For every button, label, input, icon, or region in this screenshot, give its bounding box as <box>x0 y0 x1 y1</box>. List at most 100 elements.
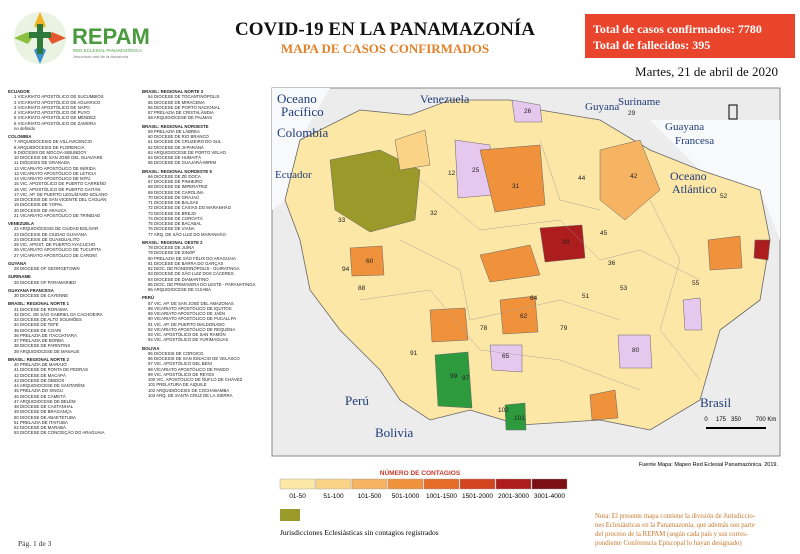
list-item: 52 DIOCESE DE MARABÁ <box>14 425 66 430</box>
list-item: 17 VIC. AP. DE PUERTO LEGUÍZAMO-SOLANO <box>14 191 108 197</box>
region <box>753 239 771 261</box>
list-item: 77 ARQ. DE SÃO LUIZ DO MARANHÃO <box>148 231 226 237</box>
legend-label: 1501-2000 <box>462 493 493 500</box>
list-item: 59 PRELAZIA DE LÁBREA <box>148 128 200 134</box>
diocese-number: 42 <box>630 173 638 180</box>
region <box>504 402 527 431</box>
list-item: 18 DIÓCESIS DE SAN VICENTE DEL CAGUÁN <box>14 197 107 202</box>
list-item: 33 DIOCESE DE ALTO SOLIMÕES <box>14 317 82 322</box>
ocean <box>650 120 780 240</box>
total-cases: Total de casos confirmados: 7780 <box>593 22 762 36</box>
list-item: 25 VIC. APOST. DE PUERTO AYACUCHO <box>14 242 96 247</box>
diocese-number: 80 <box>632 347 640 354</box>
list-item: 78 DIOCESE DE JUÍNA <box>148 245 195 250</box>
note: Nota: El presente mapa contiene la divis… <box>595 513 756 520</box>
list-item: 6 VICARIATO APOSTÓLICO DE ZAMORA <box>14 120 96 126</box>
region <box>479 144 546 213</box>
list-item: 75 DIOCESE DE BACABAL <box>148 221 202 226</box>
list-item: 98 VICARIATO APOSTÓLICO DE PANDO <box>148 366 229 372</box>
section-title: VENEZUELA <box>8 221 35 226</box>
list-item: 23 DIÓCESIS DE CIUDAD GUAYANA <box>14 231 87 237</box>
legend-swatch <box>387 478 424 490</box>
note: nes Eclesiásticas en la Panamazonía, que… <box>595 522 755 529</box>
diocese-number: 62 <box>520 313 528 320</box>
list-item: no definido <box>14 125 36 131</box>
region <box>682 297 703 331</box>
title: COVID-19 EN LA PANAMAZONÍA <box>235 18 535 40</box>
diocese-number: 91 <box>410 350 418 357</box>
list-item: 89 VICARIATO APOSTÓLICO DE JAÉN <box>148 311 225 316</box>
legend-label: 501-1000 <box>392 493 420 500</box>
list-item: 97 VIC. APOSTÓLICO DEL BENI <box>148 361 212 367</box>
diocese-number: 65 <box>502 353 510 360</box>
section-title: GUYANA <box>8 260 27 266</box>
legend-label: 101-500 <box>358 493 382 500</box>
note: pondiente Conferencia Episcopal lo hayan… <box>595 540 742 547</box>
section-title: SURINAME <box>8 274 31 280</box>
diocese-number: 26 <box>524 108 532 115</box>
diocese-list: ECUADOR 1 VICARIATO APOSTÓLICO DE SUCUMBÍ… <box>8 86 270 526</box>
region <box>429 307 469 343</box>
list-item: 34 DIOCESE DE TEFÉ <box>14 322 59 328</box>
region-label: Brasil <box>700 395 731 410</box>
diocese-number: 101 <box>514 415 525 422</box>
list-item: 21 VICARIATO APOSTÓLICO DE TRINIDAD <box>14 212 101 218</box>
legend-label: Jurisdicciones Eclesiásticas sin contagi… <box>280 528 439 537</box>
list-item: 91 VIC. AP. DE PUERTO MALDONADO <box>148 321 225 327</box>
legend-swatch <box>280 509 300 521</box>
list-item: 19 DIÓCESIS DE YOPAL <box>14 202 63 208</box>
list-item: 12 VICARIATO APOSTÓLICO DE INÍRIDA <box>14 165 96 171</box>
list-item: 65 DIOCESE DE GUAJARÁ-MIRIM <box>148 160 217 166</box>
list-item: 64 DIOCESE DE HUMAITÁ <box>148 155 202 160</box>
list-item: 88 VICARIATO APOSTÓLICO DE IQUITOS <box>148 305 232 311</box>
page-number: Pág. 1 de 3 <box>18 539 52 548</box>
legend-title: NÚMERO DE CONTAGIOS <box>380 468 461 477</box>
logo-subtitle: RED ECLESIAL PANAMAZÓNICA <box>73 47 142 53</box>
list-item: 11 DIÓCESIS DE GRANADA <box>14 160 70 166</box>
legend-swatch <box>459 478 496 490</box>
list-item: 102 ARQUIDIÓCESIS DE COCHABAMBA <box>148 387 230 393</box>
list-item: 84 DIOCESE DE DIAMANTINO <box>148 276 209 282</box>
diocese-number: 94 <box>342 266 350 273</box>
region-no-cases <box>329 149 421 233</box>
diocese-number: 88 <box>358 285 366 292</box>
section-title: COLOMBIA <box>8 134 32 139</box>
list-item: 9 DIÓCESIS DE MOCOA-SIBUNDOY <box>14 149 87 155</box>
list-item: 53 DIOCESE DE CONCEIÇÃO DO ARAGUAIA <box>14 430 105 436</box>
diocese-number: 79 <box>560 325 568 332</box>
list-item: 100 VIC. APOSTÓLICO DE ÑUFLO DE CHÁVEZ <box>148 377 243 382</box>
diocese-number: 53 <box>620 285 628 292</box>
list-item: 36 PRELAZIA DE ITACOATIARA <box>14 332 77 338</box>
note: del proceso de la REPAM (según cada país… <box>595 531 749 538</box>
legend-label: 2001-3000 <box>498 493 529 500</box>
logo-text: REPAM <box>72 24 150 49</box>
legend-label: 51-100 <box>323 493 344 500</box>
diocese-number: 25 <box>472 167 480 174</box>
ocean <box>272 88 330 210</box>
logo <box>14 12 66 64</box>
list-item: 7 ARQUIDIÓCESIS DE VILLAVICENCIO <box>14 139 93 145</box>
region-label: Venezuela <box>420 92 470 106</box>
section-title: BRASIL: REGIONAL NORTE 1 <box>8 301 70 307</box>
region <box>599 139 661 221</box>
list-item: 4 VICARIATO APOSTÓLICO DE PUYO <box>14 110 90 115</box>
section-title: BRASIL: REGIONAL OESTE 2 <box>142 239 203 245</box>
list-item: 43 DIOCESE DE ÓBIDOS <box>14 377 65 383</box>
diocese-number: 78 <box>480 325 488 332</box>
diocese-number: 99 <box>450 373 458 380</box>
section-title: ECUADOR <box>8 89 30 94</box>
list-item: 1 VICARIATO APOSTÓLICO DE SUCUMBÍOS <box>14 94 104 100</box>
diocese-number: 33 <box>338 217 346 224</box>
logo-petal <box>14 32 32 44</box>
section-title: BRASIL: REGIONAL NORTE 2 <box>8 356 70 362</box>
list-item: 47 ARQUIDIOCESE DE BELÉM <box>14 398 76 404</box>
list-item: 10 DIÓCESIS DE SAN JOSÉ DEL GUAVIARE <box>14 155 103 160</box>
region <box>511 99 543 123</box>
diocese-number: 44 <box>578 175 586 182</box>
region <box>617 334 653 369</box>
list-item: 74 DIOCESE DE COROATÁ <box>148 215 203 221</box>
list-item: 32 DIOC. DE SÃO GABRIEL DA CACHOEIRA <box>14 311 103 317</box>
list-item: 63 ARQUIDIOCESE DE PORTO VELHO <box>148 149 226 155</box>
